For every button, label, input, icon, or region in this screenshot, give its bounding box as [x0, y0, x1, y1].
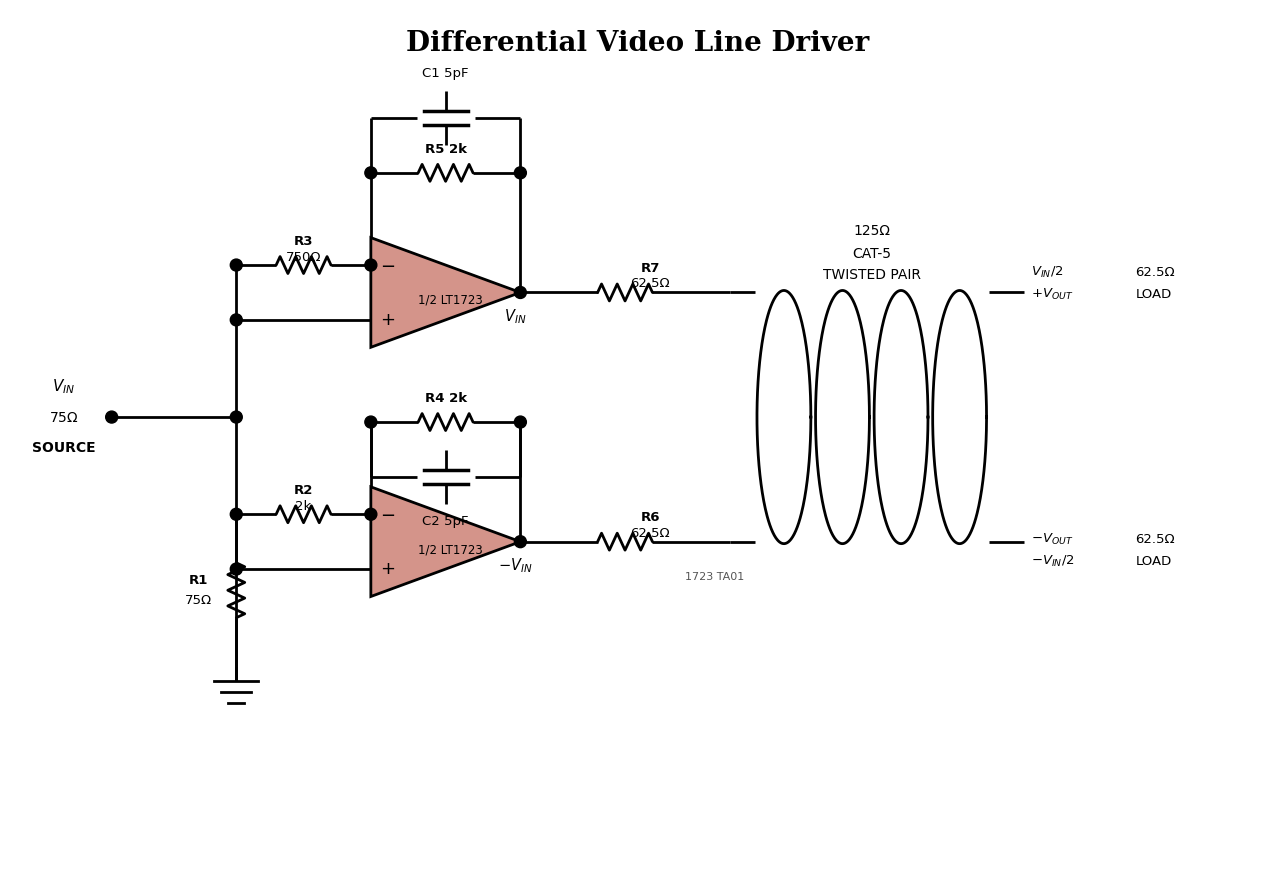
Circle shape — [365, 416, 377, 428]
Text: C2 5pF: C2 5pF — [423, 515, 469, 528]
Text: R4 2k: R4 2k — [424, 392, 466, 405]
Text: LOAD: LOAD — [1135, 555, 1172, 568]
Text: $-V_{IN}/2$: $-V_{IN}/2$ — [1031, 554, 1074, 569]
Text: TWISTED PAIR: TWISTED PAIR — [822, 268, 921, 282]
Text: 1/2 LT1723: 1/2 LT1723 — [419, 543, 483, 556]
Text: $-V_{IN}$: $-V_{IN}$ — [498, 557, 533, 575]
Text: SOURCE: SOURCE — [32, 441, 96, 455]
Circle shape — [515, 536, 526, 547]
Text: $-V_{OUT}$: $-V_{OUT}$ — [1031, 532, 1073, 547]
Polygon shape — [370, 487, 520, 596]
Text: 75$\Omega$: 75$\Omega$ — [49, 411, 79, 425]
Text: 1723 TA01: 1723 TA01 — [684, 572, 744, 581]
Text: $+V_{OUT}$: $+V_{OUT}$ — [1031, 287, 1073, 302]
Text: 62.5Ω: 62.5Ω — [631, 527, 670, 539]
Text: $V_{IN}$: $V_{IN}$ — [52, 377, 75, 396]
Text: $V_{IN}/2$: $V_{IN}/2$ — [1031, 265, 1062, 280]
Text: R1: R1 — [189, 574, 208, 587]
Text: 125Ω: 125Ω — [853, 224, 890, 238]
Circle shape — [230, 563, 243, 575]
Circle shape — [365, 259, 377, 271]
Text: 62.5Ω: 62.5Ω — [1135, 533, 1175, 546]
Text: $-$: $-$ — [381, 256, 396, 274]
Circle shape — [230, 509, 243, 520]
Text: R6: R6 — [640, 510, 660, 524]
Circle shape — [515, 287, 526, 298]
Text: $+$: $+$ — [381, 310, 396, 329]
Circle shape — [230, 314, 243, 326]
Text: 2k: 2k — [295, 500, 312, 513]
Text: LOAD: LOAD — [1135, 288, 1172, 301]
Text: $V_{IN}$: $V_{IN}$ — [504, 308, 526, 326]
Circle shape — [365, 509, 377, 520]
Circle shape — [230, 411, 243, 423]
Circle shape — [515, 167, 526, 179]
Text: CAT-5: CAT-5 — [852, 246, 891, 260]
Circle shape — [106, 411, 117, 423]
Text: R5 2k: R5 2k — [425, 143, 466, 156]
Text: R2: R2 — [294, 484, 313, 497]
Text: 750Ω: 750Ω — [286, 251, 322, 264]
Text: $+$: $+$ — [381, 560, 396, 578]
Text: 1/2 LT1723: 1/2 LT1723 — [419, 294, 483, 307]
Text: R7: R7 — [641, 261, 660, 275]
Text: 75Ω: 75Ω — [185, 594, 212, 607]
Text: 62.5Ω: 62.5Ω — [1135, 266, 1175, 279]
Polygon shape — [370, 238, 520, 347]
Text: 62.5Ω: 62.5Ω — [631, 277, 670, 290]
Text: Differential Video Line Driver: Differential Video Line Driver — [406, 30, 870, 57]
Circle shape — [365, 167, 377, 179]
Text: $-$: $-$ — [381, 505, 396, 524]
Text: R3: R3 — [294, 235, 313, 248]
Circle shape — [230, 259, 243, 271]
Circle shape — [515, 416, 526, 428]
Text: C1 5pF: C1 5pF — [423, 68, 469, 80]
